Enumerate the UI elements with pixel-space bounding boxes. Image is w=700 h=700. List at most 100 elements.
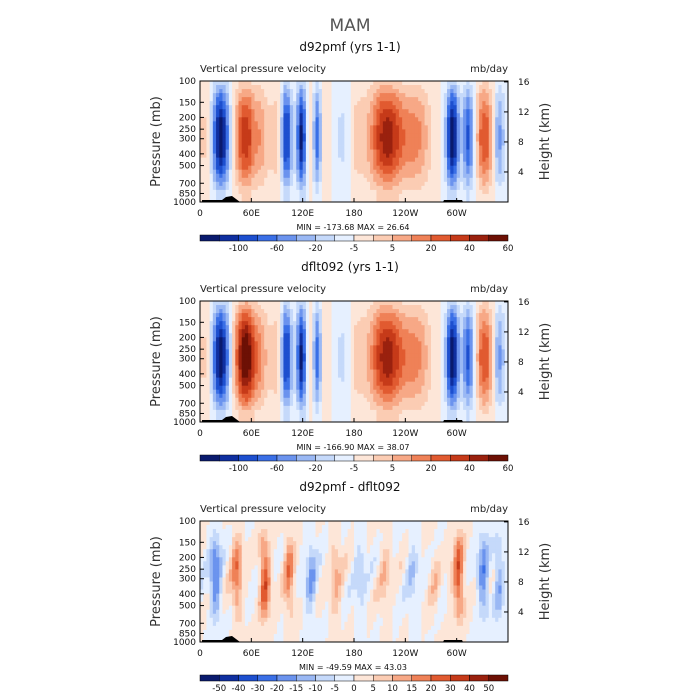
heatmap-cell — [337, 301, 342, 306]
heatmap-cell — [360, 105, 365, 110]
heatmap-cell — [299, 381, 304, 387]
heatmap-cell — [328, 137, 332, 142]
heatmap-cell — [270, 197, 275, 203]
heatmap-cell — [431, 361, 435, 366]
heatmap-cell — [398, 97, 403, 102]
heatmap-cell — [315, 181, 320, 187]
heatmap-cell — [331, 177, 336, 183]
heatmap-cell — [251, 145, 255, 150]
heatmap-cell — [357, 321, 361, 326]
heatmap-cell — [280, 137, 284, 142]
heatmap-cell — [305, 361, 310, 366]
heatmap-cell — [277, 373, 281, 379]
heatmap-cell — [504, 129, 509, 134]
heatmap-cell — [270, 81, 275, 86]
heatmap-cell — [427, 153, 432, 159]
heatmap-cell — [434, 113, 438, 118]
heatmap-cell — [296, 153, 300, 159]
heatmap-cell — [315, 169, 320, 175]
x-tick-label: 120W — [392, 209, 418, 219]
heatmap-cell — [398, 321, 403, 326]
heatmap-cell — [228, 333, 233, 338]
heatmap-cell — [479, 93, 483, 98]
heatmap-cell — [424, 113, 429, 118]
heatmap-cell — [482, 381, 486, 387]
heatmap-cell — [283, 173, 288, 179]
heatmap-cell — [354, 301, 358, 306]
heatmap-cell — [315, 349, 320, 354]
heatmap-cell — [222, 341, 227, 346]
heatmap-cell — [283, 365, 288, 370]
heatmap-cell — [354, 89, 358, 94]
heatmap-cell — [472, 133, 477, 138]
heatmap-cell — [305, 101, 310, 106]
heatmap-cell — [347, 161, 352, 167]
heatmap-cell — [321, 353, 326, 358]
heatmap-cell — [337, 89, 342, 94]
heatmap-cell — [450, 305, 454, 310]
heatmap-cell — [414, 373, 419, 379]
y-tick-label: 500 — [179, 162, 196, 172]
heatmap-cell — [421, 89, 425, 94]
heatmap-cell — [321, 333, 326, 338]
heatmap-cell — [289, 185, 294, 191]
heatmap-cell — [437, 193, 442, 199]
heatmap-cell — [299, 101, 304, 106]
heatmap-cell — [286, 121, 291, 126]
heatmap-cell — [225, 345, 230, 350]
heatmap-cell — [309, 177, 313, 183]
heatmap-cell — [463, 153, 467, 159]
heatmap-cell — [357, 109, 361, 114]
heatmap-cell — [341, 341, 345, 346]
heatmap-cell — [447, 337, 451, 342]
heatmap-cell — [466, 313, 470, 318]
heatmap-cell — [283, 113, 288, 118]
heatmap-cell — [251, 177, 255, 183]
heatmap-cell — [325, 317, 329, 322]
heatmap-cell — [264, 169, 268, 175]
heatmap-cell — [248, 85, 252, 90]
heatmap-cell — [376, 145, 381, 150]
heatmap-cell — [260, 185, 265, 191]
heatmap-cell — [321, 337, 326, 342]
heatmap-cell — [209, 305, 214, 310]
heatmap-cell — [456, 185, 461, 191]
heatmap-cell — [450, 81, 454, 86]
heatmap-cell — [267, 85, 271, 90]
heatmap-cell — [466, 117, 470, 122]
heatmap-cell — [411, 117, 416, 122]
heatmap-cell — [203, 157, 207, 163]
heatmap-cell — [382, 305, 387, 310]
heatmap-cell — [264, 197, 268, 203]
heatmap-cell — [277, 117, 281, 122]
heatmap-cell — [280, 337, 284, 342]
heatmap-cell — [360, 109, 365, 114]
heatmap-cell — [475, 109, 480, 114]
heatmap-cell — [337, 85, 342, 90]
heatmap-cell — [232, 153, 236, 159]
heatmap-cell — [475, 137, 480, 142]
heatmap-cell — [501, 317, 506, 322]
heatmap-cell — [283, 121, 288, 126]
heatmap-cell — [341, 149, 345, 154]
heatmap-cell — [241, 113, 246, 118]
heatmap-cell — [360, 177, 365, 183]
heatmap-cell — [447, 305, 451, 310]
heatmap-cell — [434, 149, 438, 154]
heatmap-cell — [395, 317, 400, 322]
heatmap-cell — [309, 181, 313, 187]
heatmap-cell — [488, 173, 493, 179]
heatmap-cell — [447, 373, 451, 379]
heatmap-cell — [212, 169, 217, 175]
heatmap-cell — [248, 381, 252, 387]
heatmap-cell — [411, 157, 416, 163]
heatmap-cell — [479, 105, 483, 110]
heatmap-cell — [370, 369, 374, 374]
heatmap-cell — [248, 341, 252, 346]
heatmap-cell — [450, 157, 454, 163]
heatmap-cell — [209, 373, 214, 379]
heatmap-cell — [341, 357, 345, 362]
heatmap-cell — [248, 157, 252, 163]
heatmap-cell — [495, 309, 499, 314]
heatmap-cell — [450, 309, 454, 314]
